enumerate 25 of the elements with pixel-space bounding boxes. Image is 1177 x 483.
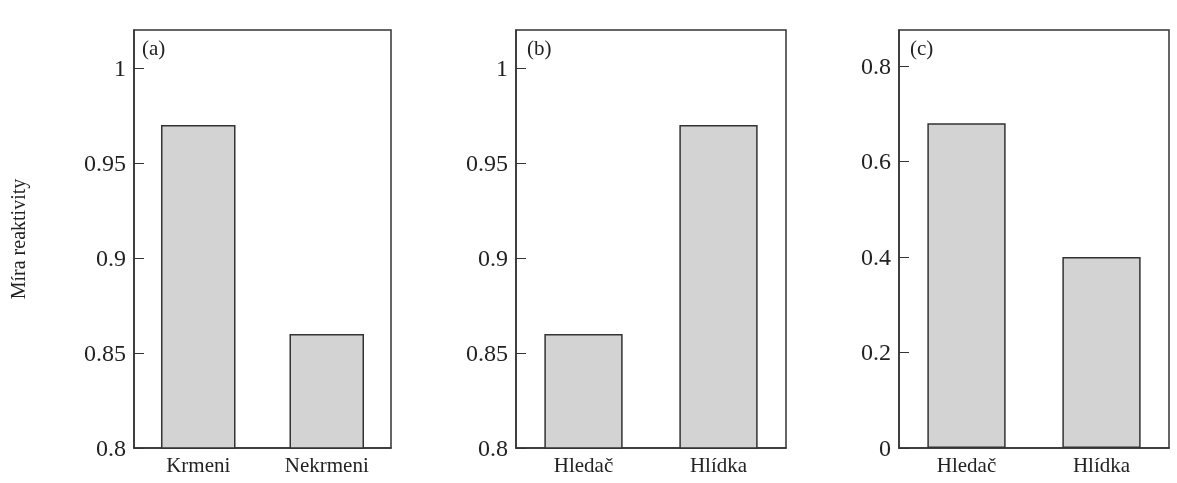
x-tick-label: Hledač: [553, 452, 614, 477]
y-tick-label: 0.95: [84, 150, 126, 176]
y-tick-label: 0.95: [466, 150, 508, 176]
y-tick-label: 1: [496, 55, 508, 81]
x-tick-label: Nekrmeni: [284, 452, 369, 477]
y-axis-title: Míra reaktivity: [7, 178, 30, 300]
x-tick-label: Hlídka: [689, 452, 748, 477]
chart-title: (c): [910, 35, 934, 60]
y-tick-label: 0.8: [478, 435, 508, 461]
x-tick-label: Hledač: [936, 452, 997, 477]
y-tick-label: 0.9: [478, 245, 508, 271]
y-tick-label: 1: [114, 55, 126, 81]
y-tick-label: 0.8: [861, 52, 891, 79]
y-tick-label: 0.8: [96, 435, 126, 461]
x-tick-label: Krmeni: [166, 452, 231, 477]
chart-title: (b): [527, 35, 552, 60]
y-tick-label: 0.6: [861, 148, 891, 175]
y-tick-label: 0.4: [861, 243, 891, 270]
y-tick-label: 0.85: [466, 340, 508, 366]
y-tick-label: 0.85: [84, 340, 126, 366]
chart-title: (a): [142, 35, 166, 60]
y-tick-label: 0: [879, 435, 891, 461]
x-tick-label: Hlídka: [1072, 452, 1131, 477]
y-tick-label: 0.9: [96, 245, 126, 271]
y-tick-label: 0.2: [861, 339, 891, 366]
